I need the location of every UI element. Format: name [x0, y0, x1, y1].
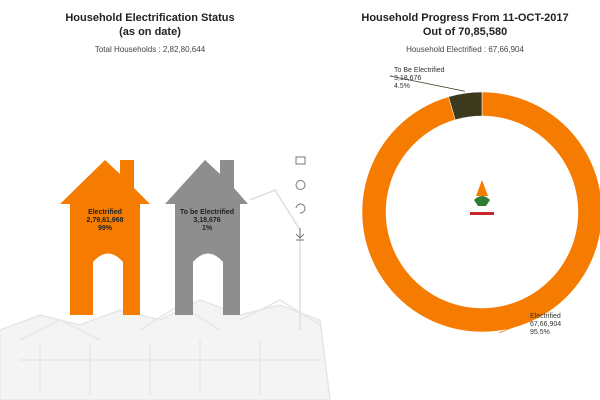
segment-percent: 95.5% [530, 329, 550, 336]
restore-icon[interactable] [295, 203, 306, 214]
to-be-electrified-count: 3,18,676 [193, 217, 220, 224]
total-households: Total Households : 2,82,80,644 [95, 45, 206, 54]
segment-percent: 4.5% [394, 83, 410, 90]
info-icon[interactable] [295, 180, 306, 190]
to-be-electrified-label: To be Electrified [180, 209, 234, 216]
segment-label: Electrified [530, 313, 561, 320]
electrified-label: Electrified [88, 209, 122, 216]
electrified-count: 2,79,61,968 [87, 217, 124, 224]
donut-segment [361, 91, 600, 333]
segment-value: 67,66,904 [530, 321, 561, 328]
toolbar [295, 156, 306, 241]
background-sketch [0, 189, 331, 400]
chart-title: Household Progress From 11-OCT-2017 [361, 12, 568, 24]
donut-segment [448, 91, 483, 121]
house-electrified [60, 160, 150, 315]
to-be-electrified-percent: 1% [202, 225, 213, 232]
chart-subtitle: Out of 70,85,580 [423, 26, 507, 38]
leader-line [499, 321, 528, 334]
segment-value: 3,18,676 [394, 75, 421, 82]
data-view-icon[interactable] [295, 156, 306, 165]
leader-line [389, 75, 465, 92]
electrified-percent: 99% [98, 225, 113, 232]
segment-label: To Be Electrified [394, 67, 445, 74]
left-title: Household Electrification Status [65, 12, 234, 24]
left-subtitle: (as on date) [119, 26, 181, 38]
house-to-be-electrified [165, 160, 248, 315]
download-icon[interactable] [295, 228, 305, 241]
chart-note: Household Electrified : 67,66,904 [406, 45, 524, 54]
logo [460, 178, 504, 222]
